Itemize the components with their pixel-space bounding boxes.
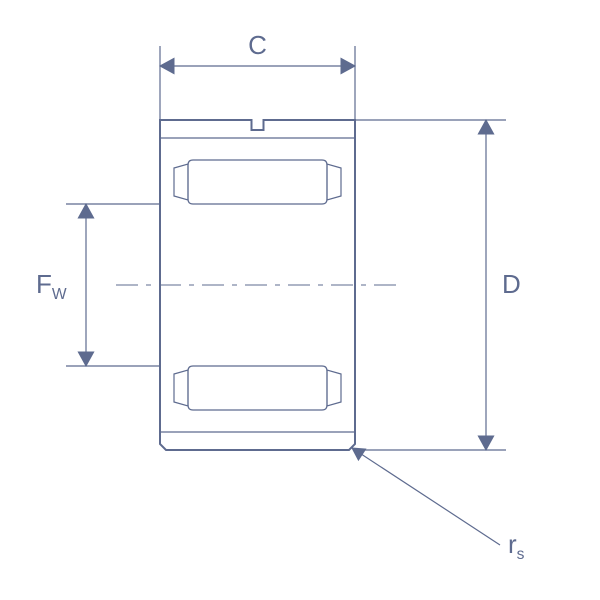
dimension-c-label: C	[248, 30, 267, 60]
dimension-d-label: D	[502, 269, 521, 299]
